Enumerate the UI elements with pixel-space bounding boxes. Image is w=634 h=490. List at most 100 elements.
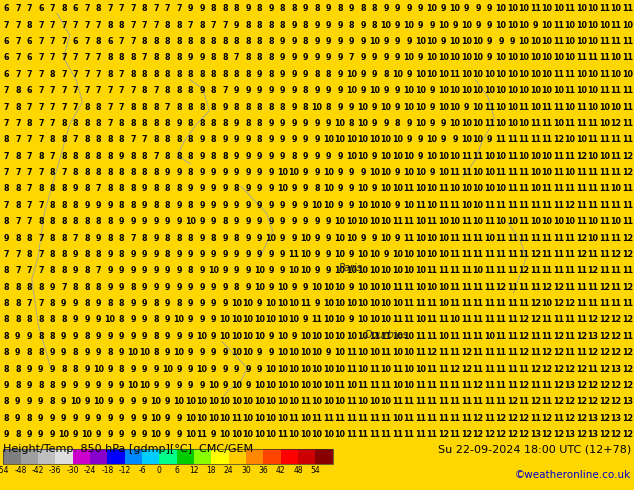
Text: 7: 7 bbox=[27, 4, 32, 13]
Text: 10: 10 bbox=[599, 21, 610, 30]
Text: 9: 9 bbox=[280, 201, 285, 210]
Text: 8: 8 bbox=[119, 316, 124, 324]
Text: 11: 11 bbox=[565, 332, 576, 341]
Text: 9: 9 bbox=[165, 283, 170, 292]
Text: 9: 9 bbox=[418, 21, 424, 30]
Text: 9: 9 bbox=[303, 53, 308, 63]
Text: 7: 7 bbox=[96, 70, 101, 79]
Text: 12: 12 bbox=[576, 414, 587, 423]
Text: 7: 7 bbox=[27, 201, 32, 210]
Text: 12: 12 bbox=[450, 365, 461, 373]
Text: 10: 10 bbox=[496, 21, 507, 30]
Text: 7: 7 bbox=[84, 21, 89, 30]
Text: 8: 8 bbox=[15, 381, 21, 390]
Text: 9: 9 bbox=[372, 53, 377, 63]
Text: 9: 9 bbox=[176, 119, 182, 128]
Text: 8: 8 bbox=[96, 283, 101, 292]
Text: 10: 10 bbox=[588, 4, 598, 13]
Bar bbox=[229, 449, 246, 465]
Text: 8: 8 bbox=[96, 4, 101, 13]
Text: 10: 10 bbox=[438, 70, 449, 79]
Text: 11: 11 bbox=[576, 184, 587, 194]
Text: 10: 10 bbox=[450, 4, 460, 13]
Text: 8: 8 bbox=[38, 217, 44, 226]
Text: 11: 11 bbox=[588, 184, 598, 194]
Text: 9: 9 bbox=[38, 397, 44, 406]
Text: 10: 10 bbox=[472, 86, 484, 95]
Text: 10: 10 bbox=[323, 365, 334, 373]
Text: 9: 9 bbox=[349, 168, 354, 177]
Text: 9: 9 bbox=[176, 168, 182, 177]
Text: 11: 11 bbox=[622, 53, 633, 63]
Text: 11: 11 bbox=[507, 168, 518, 177]
Text: 11: 11 bbox=[507, 332, 518, 341]
Text: 7: 7 bbox=[15, 4, 20, 13]
Text: 10: 10 bbox=[427, 234, 437, 243]
Text: 9: 9 bbox=[337, 184, 343, 194]
Text: 7: 7 bbox=[61, 283, 67, 292]
Text: 10: 10 bbox=[335, 332, 346, 341]
Text: 9: 9 bbox=[141, 316, 147, 324]
Text: 12: 12 bbox=[519, 316, 529, 324]
Text: 11: 11 bbox=[496, 397, 507, 406]
Text: 10: 10 bbox=[576, 4, 587, 13]
Text: 10: 10 bbox=[461, 135, 472, 145]
Text: 8: 8 bbox=[49, 381, 55, 390]
Text: 11: 11 bbox=[507, 381, 518, 390]
Text: 8: 8 bbox=[72, 348, 78, 357]
Text: 9: 9 bbox=[257, 365, 262, 373]
Text: 11: 11 bbox=[611, 135, 622, 145]
Text: 10: 10 bbox=[311, 397, 323, 406]
Text: 10: 10 bbox=[323, 168, 334, 177]
Text: 10: 10 bbox=[507, 102, 518, 112]
Bar bbox=[55, 449, 72, 465]
Text: 8: 8 bbox=[176, 234, 182, 243]
Text: 12: 12 bbox=[530, 365, 541, 373]
Text: 9: 9 bbox=[15, 397, 20, 406]
Text: 10: 10 bbox=[507, 53, 518, 63]
Text: 11: 11 bbox=[588, 135, 598, 145]
Text: 8: 8 bbox=[188, 267, 193, 275]
Text: 9: 9 bbox=[165, 397, 170, 406]
Text: 10: 10 bbox=[541, 70, 553, 79]
Text: 11: 11 bbox=[588, 168, 598, 177]
Text: 9: 9 bbox=[234, 86, 239, 95]
Text: 8: 8 bbox=[38, 316, 44, 324]
Text: 10: 10 bbox=[185, 217, 196, 226]
Text: 8: 8 bbox=[383, 70, 389, 79]
Text: 8: 8 bbox=[61, 4, 67, 13]
Text: 7: 7 bbox=[96, 86, 101, 95]
Text: 9: 9 bbox=[326, 250, 331, 259]
Text: 11: 11 bbox=[461, 168, 472, 177]
Text: 10: 10 bbox=[450, 86, 460, 95]
Text: 10: 10 bbox=[415, 86, 426, 95]
Text: 12: 12 bbox=[611, 332, 622, 341]
Text: 8: 8 bbox=[49, 332, 55, 341]
Text: 8: 8 bbox=[49, 217, 55, 226]
Text: 9: 9 bbox=[130, 332, 136, 341]
Text: 11: 11 bbox=[519, 234, 529, 243]
Text: 11: 11 bbox=[565, 184, 576, 194]
Text: 7: 7 bbox=[49, 152, 55, 161]
Text: 10: 10 bbox=[392, 414, 403, 423]
Text: 7: 7 bbox=[15, 70, 20, 79]
Text: 8: 8 bbox=[141, 37, 147, 46]
Text: 12: 12 bbox=[611, 316, 622, 324]
Text: 9: 9 bbox=[199, 250, 205, 259]
Text: 9: 9 bbox=[280, 234, 285, 243]
Text: 10: 10 bbox=[311, 102, 323, 112]
Text: 8: 8 bbox=[176, 152, 182, 161]
Text: 11: 11 bbox=[588, 283, 598, 292]
Text: 7: 7 bbox=[119, 4, 124, 13]
Text: 7: 7 bbox=[38, 250, 44, 259]
Text: 11: 11 bbox=[599, 4, 610, 13]
Text: -54: -54 bbox=[0, 466, 10, 475]
Text: 10: 10 bbox=[438, 332, 449, 341]
Text: 10: 10 bbox=[599, 119, 610, 128]
Text: 8: 8 bbox=[153, 184, 158, 194]
Text: 10: 10 bbox=[369, 397, 380, 406]
Text: 7: 7 bbox=[61, 86, 67, 95]
Text: 12: 12 bbox=[519, 332, 529, 341]
Text: 9: 9 bbox=[245, 365, 250, 373]
Text: 10: 10 bbox=[438, 250, 449, 259]
